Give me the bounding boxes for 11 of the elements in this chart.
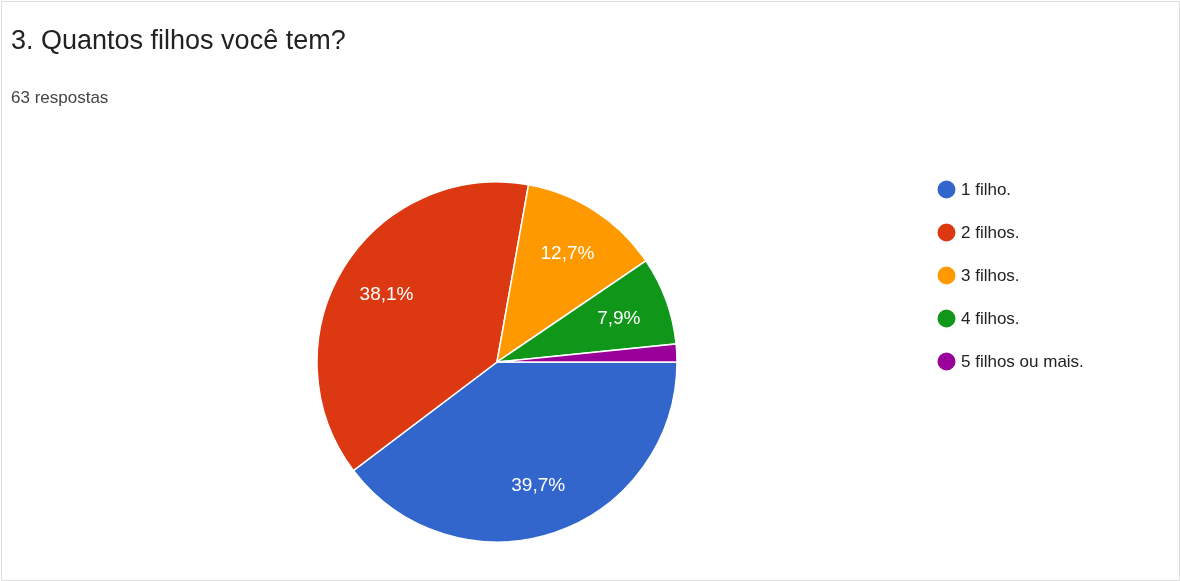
chart-title: 3. Quantos filhos você tem? xyxy=(11,25,346,55)
data-label: 12,7% xyxy=(540,242,595,264)
legend-label: 4 filhos. xyxy=(961,308,1020,328)
legend-label: 1 filho. xyxy=(961,179,1012,199)
legend-label: 5 filhos ou mais. xyxy=(961,351,1084,371)
text: 63 respostas xyxy=(11,88,109,107)
data-label: 38,1% xyxy=(359,283,414,305)
data-label: 39,7% xyxy=(511,473,566,495)
legend-label: 3 filhos. xyxy=(961,265,1020,285)
legend-label: 2 filhos. xyxy=(961,222,1020,242)
data-label: 7,9% xyxy=(597,306,641,328)
